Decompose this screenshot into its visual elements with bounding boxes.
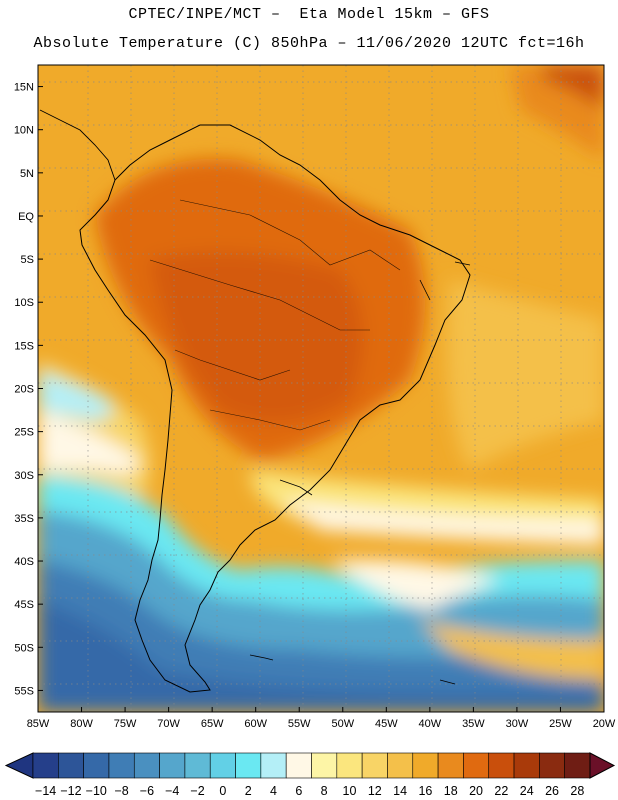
lon-label: 40W: [419, 718, 442, 730]
colorbar-swatch: [437, 752, 464, 779]
colorbar-label: 28: [570, 784, 584, 798]
colorbar-label: 16: [418, 784, 432, 798]
lon-label: 65W: [201, 718, 224, 730]
colorbar-swatch: [108, 752, 135, 779]
lon-label: 85W: [27, 718, 50, 730]
colorbar-swatch: [488, 752, 515, 779]
south-america-coastline: [79, 124, 471, 693]
colorbar-label: −8: [114, 784, 128, 798]
lat-label: 10S: [14, 297, 34, 309]
lat-label: 20S: [14, 384, 34, 396]
colorbar-under-arrow: [4, 752, 34, 779]
lat-label: 40S: [14, 556, 34, 568]
colorbar-swatch: [32, 752, 59, 779]
colorbar-swatch: [235, 752, 262, 779]
lon-label: 50W: [331, 718, 354, 730]
colorbar-swatch: [513, 752, 540, 779]
colorbar-swatch: [83, 752, 110, 779]
colorbar-swatch: [539, 752, 565, 779]
colorbar-swatch: [361, 752, 388, 779]
colorbar-label: 26: [545, 784, 559, 798]
colorbar-swatch: [564, 752, 591, 779]
colorbar-swatch: [311, 752, 338, 779]
colorbar-label: 10: [343, 784, 357, 798]
lon-label: 25W: [549, 718, 572, 730]
colorbar-label: 6: [295, 784, 302, 798]
lon-label: 60W: [244, 718, 267, 730]
lon-label: 55W: [288, 718, 311, 730]
colorbar-label: 20: [469, 784, 483, 798]
lat-label: 5S: [21, 254, 34, 266]
colorbar-swatch: [184, 752, 211, 779]
lon-label: 45W: [375, 718, 398, 730]
colorbar-label: 2: [245, 784, 252, 798]
colorbar-label: −2: [190, 784, 204, 798]
lat-label: 5N: [20, 168, 34, 180]
lat-label: 35S: [14, 513, 34, 525]
lat-label: EQ: [18, 211, 34, 223]
lat-label: 25S: [14, 427, 34, 439]
title-line-1: CPTEC/INPE/MCT – Eta Model 15km – GFS: [128, 6, 490, 23]
colorbar-swatch: [336, 752, 363, 779]
colorbar: −14 −12 −10 −8 −6 −4 −2 0 2 4 6 8 10 12 14 16 18 20 22 24 26…: [4, 752, 616, 798]
lat-label: 30S: [14, 470, 34, 482]
lon-label: 70W: [157, 718, 180, 730]
lon-label: 80W: [70, 718, 93, 730]
colorbar-label: 4: [270, 784, 277, 798]
lat-label: 55S: [14, 685, 34, 697]
lat-label: 15N: [14, 82, 34, 94]
colorbar-label: 18: [444, 784, 458, 798]
lat-label: 50S: [14, 642, 34, 654]
lat-label: 15S: [14, 340, 34, 352]
colorbar-label: 14: [393, 784, 407, 798]
colorbar-swatch: [58, 752, 84, 779]
colorbar-label: −4: [165, 784, 179, 798]
colorbar-label: 0: [219, 784, 226, 798]
lon-label: 35W: [462, 718, 485, 730]
colorbar-label: −14: [35, 784, 56, 798]
colorbar-label: −6: [140, 784, 154, 798]
colorbar-label: 22: [494, 784, 508, 798]
colorbar-label: 24: [520, 784, 534, 798]
colorbar-swatch: [387, 752, 414, 779]
lon-label: 75W: [114, 718, 137, 730]
map-ticks: 85W 80W 75W 70W 65W 60W 55W 50W 45W 40W 35W 30W 25W 2…: [14, 82, 616, 730]
colorbar-swatch: [412, 752, 439, 779]
lon-label: 30W: [506, 718, 529, 730]
colorbar-label: −12: [60, 784, 81, 798]
colorbar-swatch: [260, 752, 287, 779]
title-line-2: Absolute Temperature (C) 850hPa – 11/06/…: [33, 35, 585, 52]
lat-label: 10N: [14, 125, 34, 137]
colorbar-swatch: [159, 752, 186, 779]
colorbar-swatch: [209, 752, 236, 779]
lat-label: 45S: [14, 599, 34, 611]
colorbar-swatch: [463, 752, 490, 779]
colorbar-swatch: [285, 752, 312, 779]
colorbar-label: −10: [86, 784, 107, 798]
colorbar-label: 12: [368, 784, 382, 798]
colorbar-over-arrow: [589, 752, 616, 779]
lon-label: 20W: [593, 718, 616, 730]
colorbar-label: 8: [321, 784, 328, 798]
colorbar-swatch: [133, 752, 160, 779]
temperature-field: [38, 65, 604, 712]
